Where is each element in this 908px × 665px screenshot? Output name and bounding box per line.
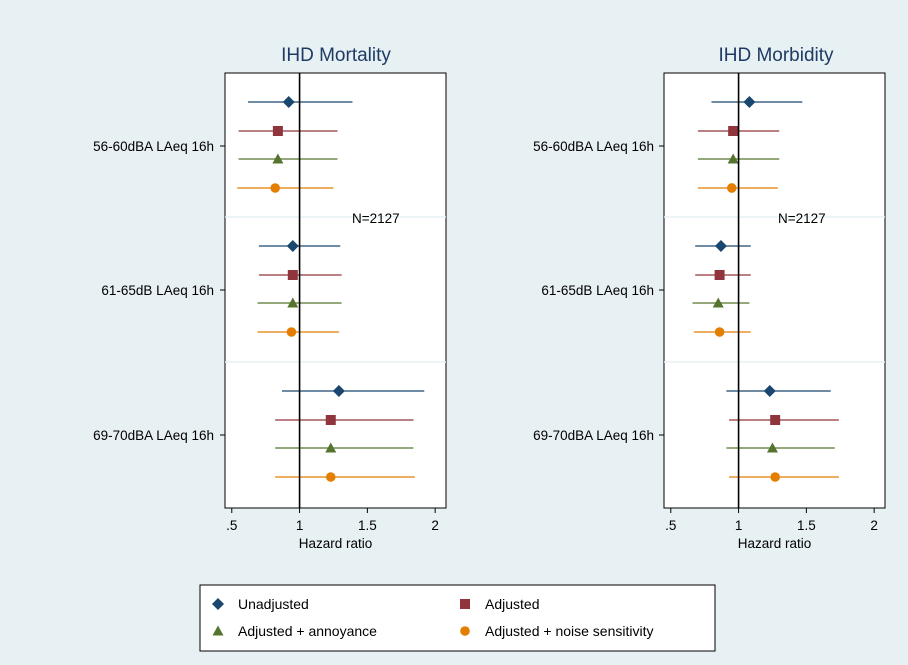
category-label: 61-65dB LAeq 16h — [541, 283, 654, 298]
category-label: 69-70dBA LAeq 16h — [533, 428, 654, 443]
point-estimate-adjusted-noise-sensitivity — [270, 183, 280, 193]
legend-diamond-marker — [212, 598, 224, 610]
point-estimate-adjusted — [728, 126, 739, 136]
legend-triangle-marker — [212, 625, 224, 636]
legend-item-adjusted: Adjusted — [460, 596, 539, 612]
point-estimate-adjusted — [287, 270, 298, 280]
panel-title: IHD Morbidity — [718, 45, 834, 66]
legend-square-marker — [460, 599, 470, 609]
panel-ihd-morbidity: IHD Morbidity N=2127 .5 1 1.5 2 Hazard ratio 56… — [533, 45, 886, 551]
x-tick-label: 1 — [296, 518, 304, 533]
category-label: 56-60dBA LAeq 16h — [93, 139, 214, 154]
point-estimate-unadjusted — [282, 96, 295, 108]
point-estimate-adjusted-annoyance — [325, 442, 337, 453]
point-estimate-adjusted — [272, 126, 283, 136]
sample-size-note: N=2127 — [778, 211, 826, 226]
x-tick-label: 1 — [735, 518, 743, 533]
x-tick-label: 2 — [431, 518, 439, 533]
point-estimate-adjusted-noise-sensitivity — [770, 472, 780, 482]
point-estimate-adjusted-annoyance — [287, 297, 299, 308]
point-estimate-adjusted-noise-sensitivity — [726, 183, 737, 193]
panel-title: IHD Mortality — [281, 45, 391, 66]
plot-area — [663, 72, 886, 509]
point-estimate-adjusted — [770, 415, 781, 425]
x-tick-label: .5 — [665, 518, 676, 533]
plot-area — [224, 72, 447, 509]
legend: Unadjusted Adjusted Adjusted + annoyance… — [199, 584, 716, 652]
legend-item-annoyance: Adjusted + annoyance — [212, 623, 377, 639]
category-label: 69-70dBA LAeq 16h — [93, 428, 214, 443]
x-axis-label: Hazard ratio — [299, 536, 373, 551]
legend-label-unadjusted: Unadjusted — [238, 596, 309, 612]
panel-ihd-mortality: IHD Mortality N=2127 .5 1 1.5 2 Hazard ratio 56… — [93, 45, 447, 551]
point-estimate-unadjusted — [743, 96, 756, 108]
point-estimate-adjusted-annoyance — [727, 153, 739, 164]
x-tick-label: 1.5 — [797, 518, 816, 533]
point-estimate-adjusted-noise-sensitivity — [325, 472, 336, 482]
point-estimate-unadjusted — [332, 385, 345, 397]
point-estimate-adjusted-noise-sensitivity — [286, 327, 297, 337]
category-label: 56-60dBA LAeq 16h — [533, 139, 654, 154]
point-estimate-unadjusted — [714, 240, 727, 252]
legend-label-noise-sensitivity: Adjusted + noise sensitivity — [485, 623, 653, 639]
x-tick-label: .5 — [226, 518, 237, 533]
legend-item-unadjusted: Unadjusted — [212, 596, 309, 612]
point-estimate-unadjusted — [763, 385, 776, 397]
point-estimate-unadjusted — [286, 240, 299, 252]
category-label: 61-65dB LAeq 16h — [101, 283, 214, 298]
legend-item-noise-sensitivity: Adjusted + noise sensitivity — [460, 623, 653, 639]
sample-size-note: N=2127 — [352, 211, 400, 226]
point-estimate-adjusted — [325, 415, 336, 425]
legend-label-adjusted: Adjusted — [485, 596, 539, 612]
x-tick-label: 1.5 — [358, 518, 377, 533]
point-estimate-adjusted-annoyance — [272, 153, 284, 164]
point-estimate-adjusted-annoyance — [712, 297, 724, 308]
x-tick-label: 2 — [870, 518, 878, 533]
legend-circle-marker — [460, 626, 470, 636]
point-estimate-adjusted-noise-sensitivity — [714, 327, 725, 337]
point-estimate-adjusted-annoyance — [766, 442, 778, 453]
legend-box — [199, 584, 716, 652]
x-axis-label: Hazard ratio — [738, 536, 812, 551]
point-estimate-adjusted — [714, 270, 725, 280]
legend-label-annoyance: Adjusted + annoyance — [238, 623, 377, 639]
